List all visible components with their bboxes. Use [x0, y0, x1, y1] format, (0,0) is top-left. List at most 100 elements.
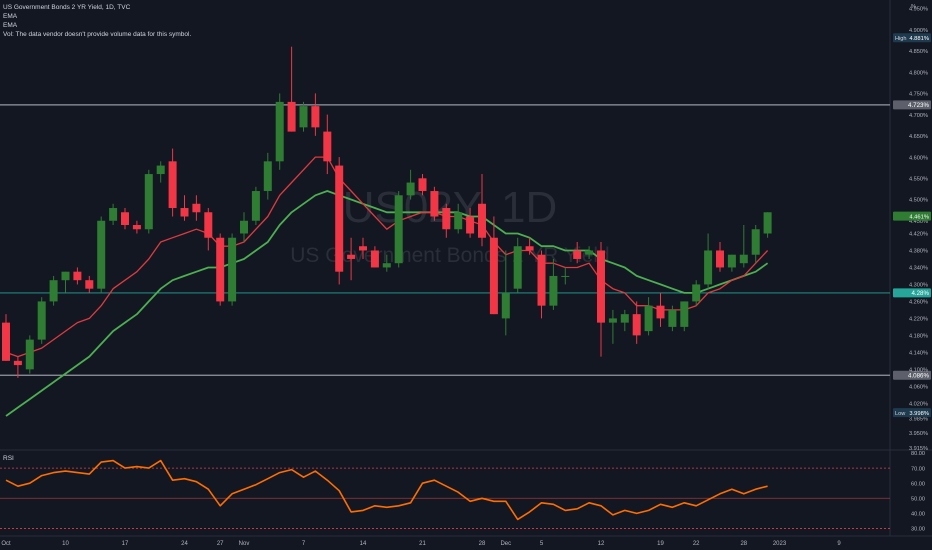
candle[interactable]: [359, 237, 367, 259]
candle[interactable]: [275, 93, 284, 170]
candle-body: [692, 284, 701, 302]
candle[interactable]: [37, 297, 46, 344]
candle[interactable]: [727, 254, 736, 272]
candle[interactable]: [370, 246, 379, 268]
candle-body: [406, 182, 415, 196]
candle[interactable]: [454, 203, 463, 234]
candle[interactable]: [418, 174, 427, 196]
candle[interactable]: [97, 216, 106, 293]
candle[interactable]: [513, 237, 522, 293]
candle[interactable]: [156, 161, 165, 183]
candles[interactable]: [2, 46, 772, 378]
candle[interactable]: [692, 280, 701, 306]
candle[interactable]: [263, 152, 272, 200]
chart-legend: US Government Bonds 2 YR Yield, 1D, TVC …: [3, 3, 191, 39]
candle[interactable]: [489, 216, 498, 315]
candle[interactable]: [716, 241, 724, 272]
candle-body: [323, 131, 332, 162]
time-tick-label: 28: [740, 541, 747, 547]
candle[interactable]: [668, 305, 677, 332]
candle-body: [49, 280, 58, 302]
candle[interactable]: [680, 301, 689, 332]
candle[interactable]: [180, 195, 189, 221]
candle[interactable]: [573, 241, 582, 264]
price-tick-label: 4.950%: [909, 7, 928, 13]
candle[interactable]: [287, 46, 296, 132]
candle[interactable]: [430, 186, 439, 221]
candle-body: [347, 254, 356, 259]
price-tick-label: 4.380%: [909, 249, 928, 255]
candle-body: [573, 250, 582, 259]
candle[interactable]: [739, 225, 748, 268]
price-tick-label: 4.020%: [909, 402, 928, 408]
candle[interactable]: [228, 233, 237, 306]
candle[interactable]: [585, 246, 594, 259]
candle[interactable]: [144, 169, 153, 234]
time-tick-label: 19: [657, 541, 664, 547]
candle-body: [275, 101, 284, 162]
candle[interactable]: [347, 237, 356, 281]
price-badge-bg: [893, 408, 931, 418]
level-label-bg: [893, 100, 931, 110]
symbol-title: US Government Bonds 2 YR Yield, 1D, TVC: [3, 4, 131, 11]
candle[interactable]: [382, 254, 391, 272]
candle[interactable]: [501, 250, 510, 336]
candle[interactable]: [525, 237, 534, 255]
time-tick-label: 22: [693, 541, 700, 547]
candle[interactable]: [644, 297, 653, 336]
candle[interactable]: [478, 174, 486, 247]
candle[interactable]: [549, 258, 558, 310]
price-tick-label: 4.850%: [909, 49, 928, 55]
candle[interactable]: [121, 208, 129, 230]
candle-body: [394, 195, 403, 264]
candle[interactable]: [168, 148, 177, 217]
candle[interactable]: [323, 114, 332, 175]
candle[interactable]: [537, 250, 546, 319]
candle-body: [13, 360, 22, 366]
candle[interactable]: [49, 275, 58, 306]
candle[interactable]: [632, 301, 641, 344]
candle[interactable]: [13, 356, 22, 378]
candle[interactable]: [204, 208, 213, 251]
candle[interactable]: [704, 233, 713, 289]
candle[interactable]: [132, 220, 141, 234]
candle[interactable]: [406, 169, 415, 200]
candle[interactable]: [442, 203, 451, 238]
candle[interactable]: [763, 212, 772, 238]
candle[interactable]: [25, 335, 34, 374]
candle-body: [739, 254, 748, 264]
candle[interactable]: [620, 309, 629, 332]
candle[interactable]: [251, 186, 260, 225]
candle[interactable]: [335, 157, 344, 285]
candle-body: [156, 165, 165, 175]
candle-body: [608, 318, 617, 323]
candle[interactable]: [656, 292, 665, 327]
price-badge-value: 3.998%: [909, 411, 929, 417]
time-tick-label: 21: [419, 541, 426, 547]
candle-body: [525, 246, 534, 251]
candle[interactable]: [561, 267, 570, 285]
candle[interactable]: [597, 241, 605, 357]
candle[interactable]: [608, 309, 617, 344]
price-badge-value: 4.881%: [909, 36, 929, 42]
candle[interactable]: [240, 212, 248, 242]
candle[interactable]: [73, 267, 82, 285]
candle[interactable]: [85, 275, 94, 293]
candle[interactable]: [466, 208, 475, 238]
candle[interactable]: [299, 101, 308, 132]
candle[interactable]: [394, 191, 403, 268]
candle[interactable]: [61, 271, 70, 293]
candle[interactable]: [311, 93, 320, 136]
candle-body: [501, 292, 510, 319]
candle-body: [763, 212, 772, 234]
candle[interactable]: [216, 233, 225, 306]
candle-body: [537, 254, 546, 306]
candle[interactable]: [751, 225, 760, 264]
candle-body: [263, 161, 272, 192]
candle[interactable]: [109, 203, 118, 225]
candle[interactable]: [2, 314, 10, 361]
price-badge-tag: High: [895, 36, 907, 42]
candle[interactable]: [192, 195, 201, 221]
candle-body: [597, 250, 605, 323]
